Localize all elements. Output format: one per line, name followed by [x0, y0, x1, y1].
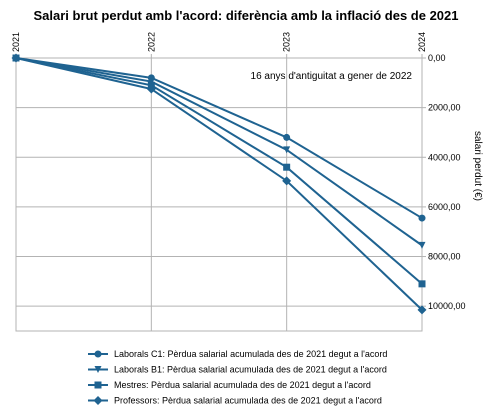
- legend-marker: [94, 366, 102, 373]
- legend-marker: [93, 396, 103, 405]
- series-line-2: [15, 57, 423, 247]
- y-tick-label: 8000,00: [428, 252, 461, 262]
- y-axis: 0,00 2000,00 4000,00 6000,00 8000,00 10000,00: [422, 53, 466, 311]
- series-line-1: [15, 57, 423, 219]
- data-point: [417, 305, 427, 315]
- data-point: [11, 53, 21, 63]
- plot-area: [15, 57, 423, 332]
- chart-title: Salari brut perdut amb l'acord: diferènc…: [33, 8, 458, 23]
- data-point: [283, 163, 291, 171]
- y-tick-label: 0,00: [428, 53, 446, 63]
- series-line-3: [15, 57, 423, 285]
- y-axis-label: salari perdut (€): [472, 131, 483, 201]
- data-point: [147, 78, 155, 86]
- legend-label: Mestres: Pèrdua salarial acumulada des d…: [114, 380, 371, 390]
- legend-item: Mestres: Pèrdua salarial acumulada des d…: [88, 380, 371, 390]
- data-point: [418, 214, 426, 222]
- data-point: [146, 84, 156, 94]
- y-tick-label: 4000,00: [428, 152, 461, 162]
- legend-item: Professors: Pèrdua salarial acumulada de…: [88, 396, 382, 406]
- y-tick-label: 6000,00: [428, 202, 461, 212]
- legend: Laborals C1: Pèrdua salarial acumulada d…: [88, 349, 387, 406]
- legend-label: Laborals B1: Pèrdua salarial acumulada d…: [114, 365, 387, 375]
- data-point: [283, 146, 291, 154]
- series-line-4: [15, 57, 423, 311]
- legend-label: Laborals C1: Pèrdua salarial acumulada d…: [114, 349, 387, 359]
- x-tick-label: 2024: [417, 32, 427, 52]
- x-tick-label: 2023: [282, 32, 292, 52]
- x-tick-label: 2021: [11, 32, 21, 52]
- data-point: [283, 133, 291, 141]
- legend-marker: [94, 350, 102, 358]
- series-group: [11, 53, 427, 315]
- x-tick-label: 2022: [146, 32, 156, 52]
- y-tick-label: 10000,00: [428, 301, 466, 311]
- chart-annotation: 16 anys d'antiguitat a gener de 2022: [251, 71, 413, 82]
- legend-marker: [94, 381, 102, 389]
- legend-label: Professors: Pèrdua salarial acumulada de…: [114, 396, 382, 406]
- data-point: [418, 280, 426, 288]
- y-tick-label: 2000,00: [428, 103, 461, 113]
- legend-item: Laborals B1: Pèrdua salarial acumulada d…: [88, 365, 387, 375]
- data-point: [282, 176, 292, 186]
- data-point: [418, 241, 426, 249]
- legend-item: Laborals C1: Pèrdua salarial acumulada d…: [88, 349, 387, 359]
- x-axis: 2021 2022 2023 2024: [11, 32, 427, 58]
